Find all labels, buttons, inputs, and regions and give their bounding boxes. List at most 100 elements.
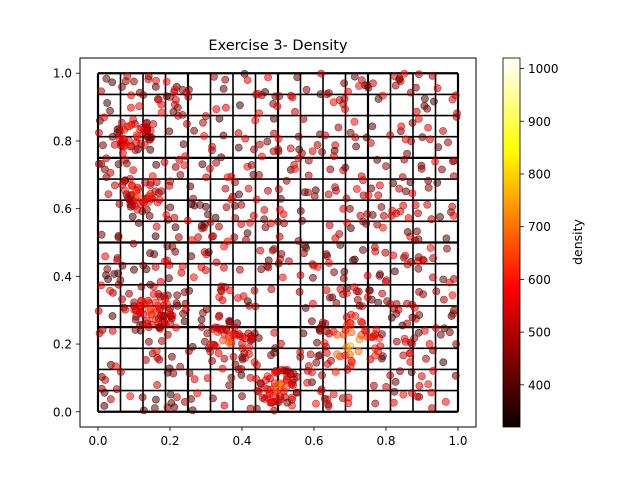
scatter-point: [373, 155, 382, 164]
scatter-point: [246, 218, 254, 227]
scatter-point: [308, 299, 317, 308]
scatter-point: [448, 95, 457, 104]
scatter-point: [307, 317, 316, 326]
scatter-point: [100, 113, 108, 122]
scatter-point: [114, 280, 123, 289]
scatter-point: [339, 100, 347, 108]
scatter-point: [450, 306, 458, 315]
scatter-point: [115, 200, 124, 208]
scatter-point: [187, 252, 196, 261]
scatter-point: [223, 173, 232, 182]
scatter-point: [252, 375, 261, 383]
y-tick-label: 0.0: [53, 405, 72, 419]
scatter-point: [256, 246, 265, 255]
scatter-point: [127, 91, 136, 100]
scatter-point: [112, 385, 121, 394]
scatter-point: [295, 287, 304, 296]
scatter-point: [169, 108, 178, 116]
scatter-point: [453, 109, 461, 118]
scatter-point: [129, 239, 138, 248]
scatter-point: [375, 271, 384, 280]
scatter-point: [229, 352, 238, 361]
scatter-point: [359, 176, 367, 185]
plot-area: [79, 57, 477, 428]
scatter-point: [237, 220, 246, 228]
scatter-point: [188, 406, 197, 415]
scatter-point: [247, 161, 256, 169]
scatter-point: [330, 268, 338, 277]
colorbar-tick-label: 400: [528, 378, 551, 392]
scatter-point: [413, 227, 421, 236]
scatter-point: [298, 149, 306, 158]
scatter-point: [322, 286, 331, 294]
scatter-point: [224, 338, 233, 346]
colorbar: 400 500 600 700 800 900 1000 density: [502, 57, 585, 428]
scatter-point: [350, 72, 359, 81]
scatter-point: [427, 388, 436, 397]
scatter-point: [234, 143, 243, 152]
scatter-point: [390, 267, 399, 276]
scatter-point: [111, 362, 120, 371]
scatter-point: [101, 252, 110, 261]
scatter-point: [190, 375, 199, 384]
y-tick-label: 0.2: [53, 338, 72, 352]
scatter-point: [282, 383, 290, 392]
scatter-point: [266, 385, 275, 394]
scatter-point: [176, 362, 185, 371]
scatter-point: [355, 82, 363, 90]
scatter-point: [346, 128, 355, 137]
scatter-point: [260, 215, 269, 224]
scatter-point: [97, 384, 106, 393]
scatter-point: [100, 165, 109, 174]
scatter-point: [339, 290, 347, 299]
scatter-point: [264, 263, 273, 272]
scatter-point: [141, 356, 150, 364]
scatter-point: [324, 89, 333, 97]
scatter-point: [429, 254, 437, 263]
scatter-point: [392, 337, 401, 346]
scatter-point: [398, 173, 407, 181]
scatter-point: [266, 219, 275, 228]
scatter-point: [235, 265, 244, 274]
scatter-point: [108, 312, 117, 320]
scatter-point: [267, 398, 276, 407]
scatter-point: [352, 185, 361, 193]
scatter-point: [415, 311, 424, 319]
scatter-point: [448, 202, 457, 211]
scatter-point: [328, 293, 337, 302]
scatter-point: [406, 338, 415, 347]
scatter-point: [129, 166, 138, 174]
scatter-point: [423, 104, 431, 113]
scatter-point: [189, 273, 198, 282]
scatter-point: [433, 84, 442, 93]
scatter-point: [331, 367, 340, 376]
scatter-point: [138, 393, 147, 402]
scatter-point: [253, 361, 261, 369]
scatter-point: [324, 190, 333, 199]
scatter-point: [362, 133, 371, 142]
scatter-point: [94, 307, 103, 315]
scatter-point: [201, 112, 210, 120]
scatter-point: [404, 214, 413, 222]
scatter-point: [106, 168, 115, 177]
scatter-point: [130, 265, 138, 274]
scatter-point: [329, 98, 338, 107]
scatter-point: [395, 184, 404, 193]
scatter-point: [327, 356, 335, 365]
scatter-point: [261, 223, 270, 232]
scatter-point: [212, 105, 221, 114]
scatter-point: [221, 75, 230, 84]
scatter-point: [244, 184, 253, 193]
scatter-point: [414, 209, 422, 218]
scatter-point: [341, 325, 350, 334]
scatter-point: [334, 123, 343, 132]
scatter-point: [217, 153, 226, 162]
scatter-point: [293, 73, 302, 82]
scatter-point: [371, 247, 380, 256]
scatter-point: [274, 259, 283, 268]
scatter-point: [450, 156, 458, 165]
scatter-point: [231, 214, 240, 223]
scatter-point: [255, 140, 264, 149]
scatter-point: [417, 164, 426, 173]
scatter-point: [299, 329, 308, 338]
